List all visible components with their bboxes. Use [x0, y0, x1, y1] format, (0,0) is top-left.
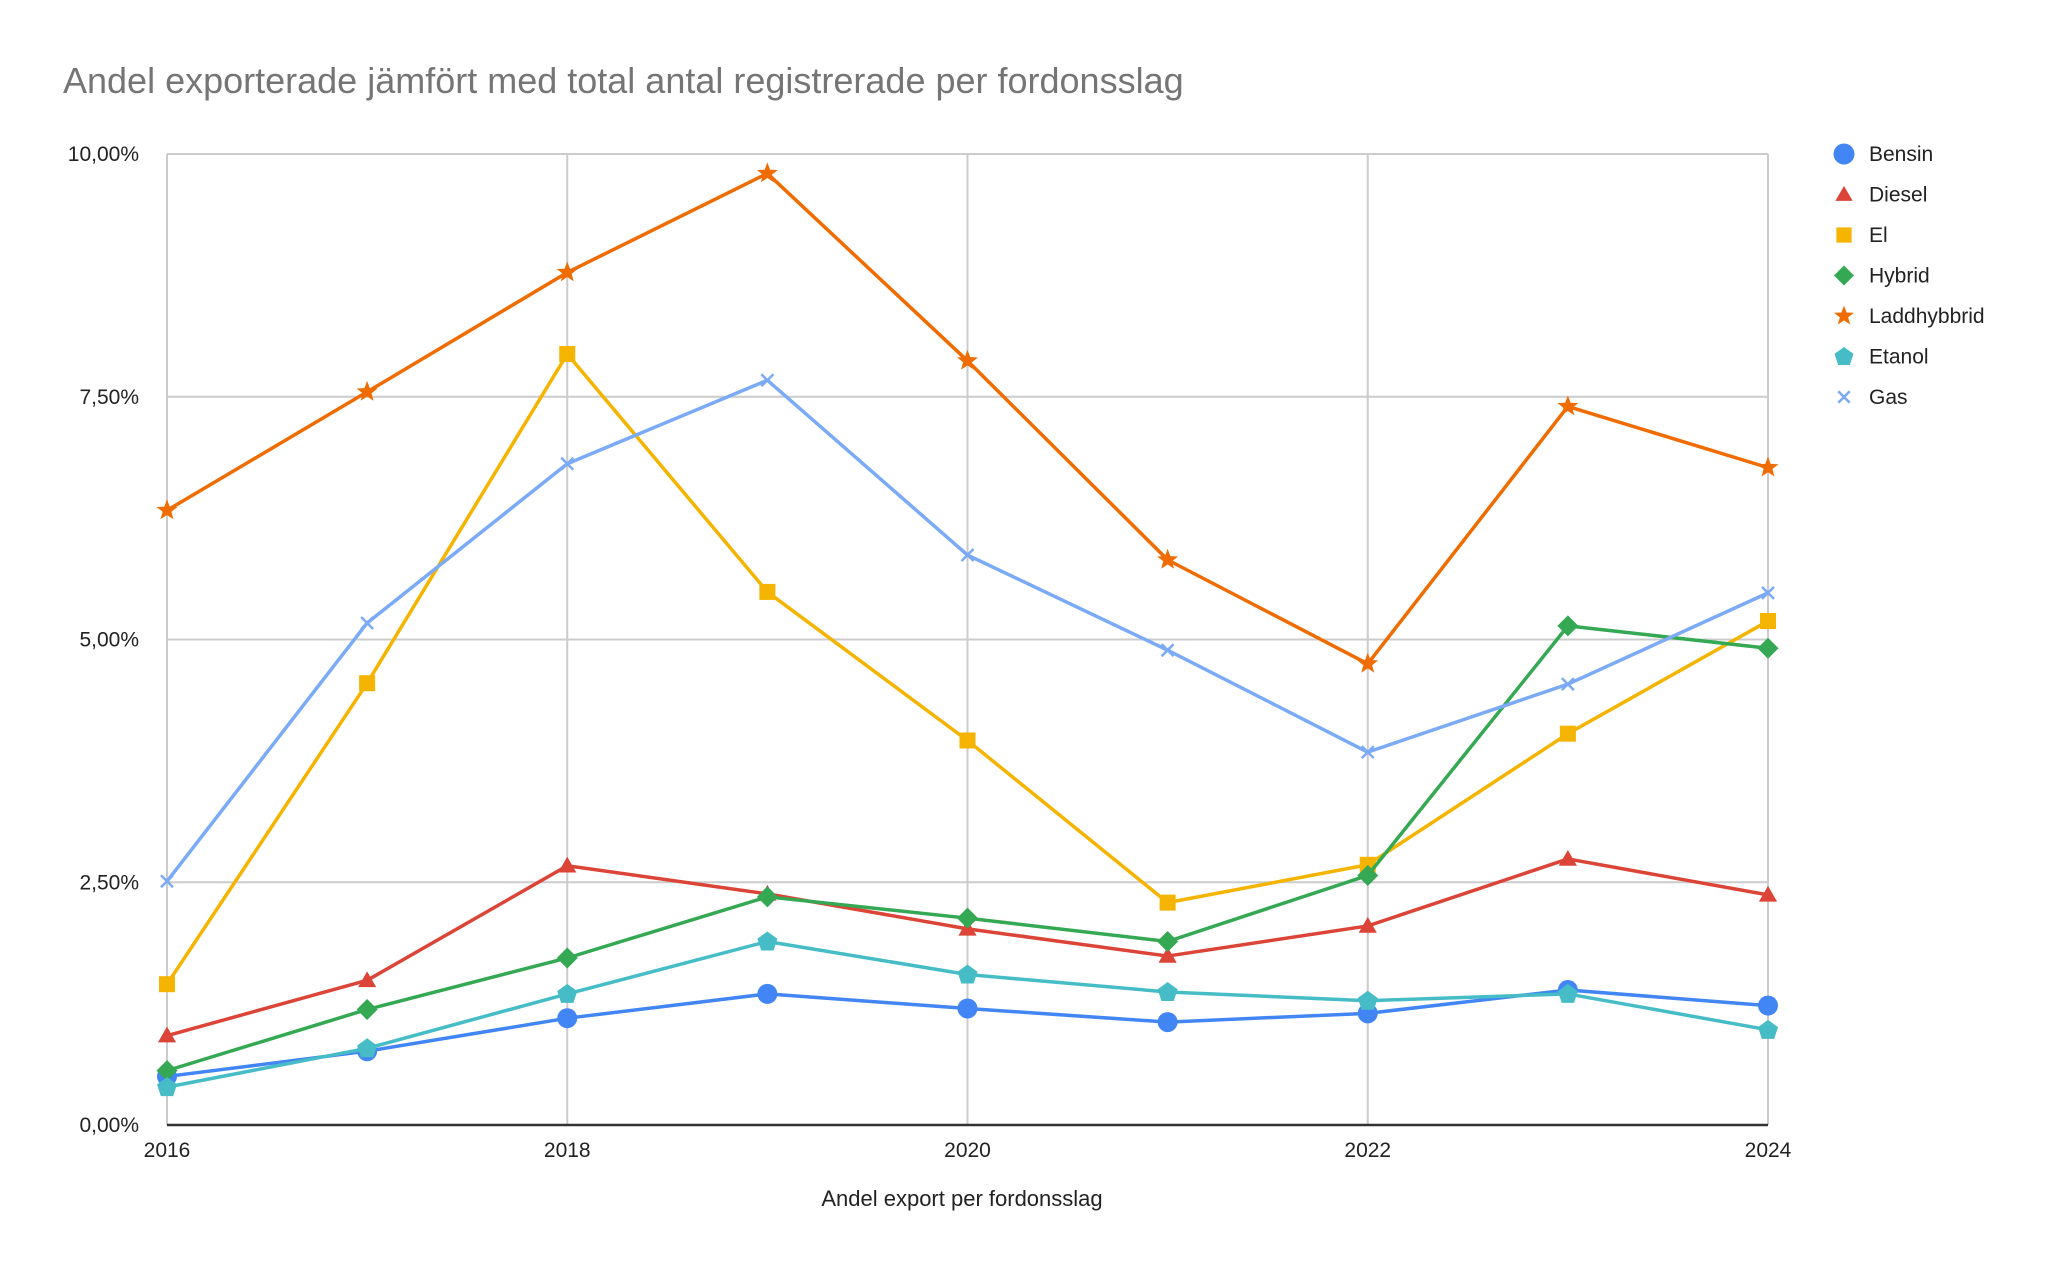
data-point — [1761, 586, 1775, 600]
x-tick-label: 2016 — [144, 1139, 191, 1162]
legend-label: Diesel — [1869, 184, 1927, 207]
data-point — [1758, 885, 1778, 902]
legend-item-el[interactable]: El — [1836, 224, 1888, 247]
data-point — [559, 346, 576, 363]
data-point — [1757, 456, 1779, 477]
data-point — [556, 947, 578, 969]
data-point — [159, 976, 175, 993]
data-point — [1158, 947, 1177, 963]
data-point — [1358, 916, 1377, 933]
data-point — [1758, 995, 1778, 1016]
data-point — [558, 856, 577, 873]
data-point — [957, 998, 978, 1019]
data-point — [156, 1060, 178, 1082]
data-point — [1357, 652, 1379, 673]
legend-marker — [1834, 265, 1854, 286]
data-point — [160, 874, 174, 889]
y-tick-label: 2,50% — [79, 871, 139, 894]
data-point — [1157, 548, 1179, 569]
data-point — [560, 456, 575, 471]
legend-label: El — [1869, 224, 1888, 247]
data-point — [1357, 864, 1379, 886]
x-axis-label: Andel export per fordonsslag — [821, 1186, 1102, 1211]
data-point — [757, 931, 778, 951]
legend-item-gas[interactable]: Gas — [1837, 386, 1908, 409]
legend-marker — [1836, 227, 1852, 243]
legend-label: Etanol — [1869, 346, 1929, 369]
y-tick-label: 7,50% — [79, 386, 139, 409]
data-point — [360, 616, 375, 630]
data-point — [959, 732, 976, 749]
data-point — [1557, 615, 1579, 637]
data-point — [957, 907, 978, 929]
chart-title: Andel exporterade jämfört med total anta… — [63, 60, 1184, 101]
data-point — [1558, 849, 1577, 866]
data-point — [357, 1038, 378, 1058]
legend-label: Hybrid — [1869, 265, 1930, 288]
data-point — [1157, 981, 1178, 1001]
data-point — [1758, 1019, 1778, 1039]
legend-item-hybrid[interactable]: Hybrid — [1834, 265, 1930, 288]
data-point — [356, 380, 378, 401]
legend-marker — [1833, 143, 1855, 165]
data-point — [556, 261, 578, 282]
data-point — [156, 499, 178, 520]
data-point — [359, 675, 376, 692]
data-point — [1760, 613, 1776, 630]
series-hybrid — [156, 615, 1779, 1082]
x-tick-label: 2018 — [544, 1139, 591, 1162]
data-point — [957, 349, 978, 370]
legend-label: Laddhybbrid — [1869, 305, 1985, 328]
data-point — [557, 983, 578, 1003]
legend-marker — [1834, 347, 1854, 366]
data-point — [1357, 990, 1378, 1010]
data-point — [960, 548, 975, 562]
legend-marker — [1835, 185, 1853, 201]
data-point — [756, 162, 778, 183]
y-tick-label: 10,00% — [68, 143, 139, 166]
data-point — [557, 1008, 578, 1029]
data-point — [1559, 725, 1576, 742]
data-point — [957, 964, 978, 984]
x-tick-label: 2022 — [1344, 1139, 1391, 1162]
y-tick-label: 5,00% — [79, 629, 139, 652]
data-point — [759, 583, 776, 600]
data-point — [1557, 983, 1578, 1003]
x-tick-label: 2020 — [944, 1139, 991, 1162]
legend-item-bensin[interactable]: Bensin — [1833, 143, 1934, 166]
y-tick-label: 0,00% — [79, 1114, 139, 1137]
legend-item-laddhybbrid[interactable]: Laddhybbrid — [1834, 305, 1985, 328]
series-etanol — [157, 931, 1778, 1097]
data-point — [1757, 637, 1779, 659]
legend-marker — [1837, 390, 1851, 404]
series-el — [159, 346, 1776, 993]
legend-marker — [1834, 305, 1854, 325]
legend-label: Gas — [1869, 386, 1908, 409]
data-point — [358, 971, 377, 988]
data-point — [1159, 894, 1176, 911]
data-point — [157, 1026, 177, 1043]
data-point — [1160, 643, 1175, 658]
data-point — [1557, 395, 1579, 416]
data-point — [757, 983, 778, 1004]
data-point — [1157, 930, 1179, 952]
series-gas — [160, 373, 1775, 889]
axes: 0,00% 2,50% 5,00% 7,50% 10,00% 2016 2018 2020 20… — [68, 143, 1792, 1162]
data-point — [756, 886, 778, 908]
series-laddhybbrid — [156, 162, 1779, 673]
data-point — [356, 998, 378, 1020]
data-point — [157, 1077, 177, 1097]
legend-item-etanol[interactable]: Etanol — [1834, 346, 1929, 369]
data-point — [760, 373, 775, 388]
legend-label: Bensin — [1869, 143, 1933, 166]
data-point — [1157, 1012, 1178, 1033]
legend: Bensin Diesel El Hybrid Laddhybbrid Etanol Gas — [1833, 143, 1985, 409]
series-layer — [156, 162, 1779, 1097]
x-tick-label: 2024 — [1745, 1139, 1792, 1162]
data-point — [1560, 677, 1575, 692]
legend-item-diesel[interactable]: Diesel — [1835, 184, 1927, 207]
data-point — [1360, 745, 1375, 760]
